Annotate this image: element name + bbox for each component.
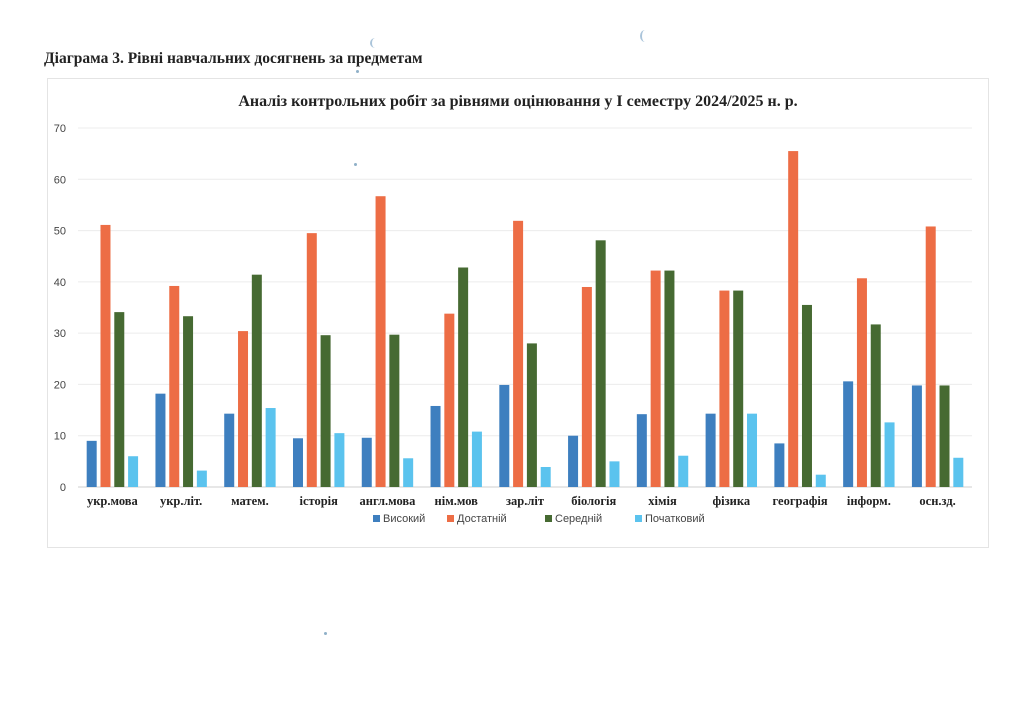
y-tick-label: 70 bbox=[54, 123, 66, 135]
bar bbox=[389, 334, 400, 487]
grid-layer bbox=[78, 127, 972, 488]
bar bbox=[636, 414, 647, 487]
bar bbox=[471, 431, 482, 487]
bar bbox=[595, 240, 606, 487]
bar bbox=[884, 422, 895, 487]
scan-speck bbox=[354, 163, 357, 166]
y-tick-label: 60 bbox=[54, 174, 66, 186]
chart-title: Аналіз контрольних робіт за рівнями оцін… bbox=[238, 93, 798, 110]
category-label: матем. bbox=[231, 494, 269, 508]
bar bbox=[953, 457, 964, 487]
bar bbox=[609, 461, 620, 487]
legend-label: Середній bbox=[555, 513, 602, 525]
diagram-heading: Діаграма 3. Рівні навчальних досягнень з… bbox=[44, 50, 423, 67]
bar bbox=[155, 393, 166, 487]
chart-frame bbox=[47, 78, 989, 548]
bar bbox=[540, 466, 551, 487]
bar bbox=[856, 278, 867, 487]
bar bbox=[581, 286, 592, 487]
bar bbox=[843, 381, 854, 487]
legend-label: Достатній bbox=[457, 513, 507, 525]
bar bbox=[568, 435, 579, 487]
bar bbox=[375, 196, 386, 487]
category-label: хімія bbox=[648, 494, 677, 508]
bar bbox=[650, 270, 661, 487]
category-label: укр.літ. bbox=[160, 494, 202, 508]
bar bbox=[733, 290, 744, 487]
category-label: фізика bbox=[712, 494, 750, 508]
bar bbox=[169, 285, 180, 487]
bar bbox=[499, 384, 510, 487]
legend-swatch bbox=[373, 515, 380, 522]
bar bbox=[196, 470, 207, 487]
bar bbox=[939, 385, 950, 487]
bar bbox=[183, 316, 194, 487]
scan-speck bbox=[370, 38, 380, 48]
y-tick-label: 0 bbox=[60, 482, 66, 494]
y-tick-label: 20 bbox=[54, 379, 66, 391]
y-tick-label: 30 bbox=[54, 328, 66, 340]
bar bbox=[430, 405, 441, 487]
bar bbox=[251, 274, 262, 487]
bar bbox=[238, 331, 249, 487]
bar bbox=[513, 220, 524, 487]
scan-speck bbox=[356, 70, 359, 73]
bar bbox=[444, 313, 455, 487]
bar bbox=[664, 270, 675, 487]
category-label: історія bbox=[299, 494, 338, 508]
category-label: англ.мова bbox=[360, 494, 417, 508]
bar bbox=[705, 413, 716, 487]
legend-label: Початковий bbox=[645, 513, 705, 525]
bar bbox=[403, 458, 414, 487]
bar bbox=[801, 304, 812, 487]
bar bbox=[815, 474, 826, 487]
bar bbox=[678, 455, 689, 487]
bar bbox=[306, 233, 317, 487]
bar bbox=[925, 226, 936, 487]
y-tick-label: 50 bbox=[54, 226, 66, 238]
legend-swatch bbox=[635, 515, 642, 522]
bar bbox=[747, 413, 758, 487]
bar bbox=[911, 385, 922, 487]
bar bbox=[265, 408, 276, 487]
bar bbox=[100, 224, 111, 487]
legend-swatch bbox=[545, 515, 552, 522]
y-tick-label: 10 bbox=[54, 431, 66, 443]
bar bbox=[458, 267, 469, 487]
y-tick-label: 40 bbox=[54, 277, 66, 289]
bar bbox=[361, 437, 372, 487]
category-label: нім.мов bbox=[435, 494, 479, 508]
bar bbox=[224, 413, 235, 487]
scan-speck bbox=[324, 632, 327, 635]
legend-label: Високий bbox=[383, 513, 425, 525]
bar bbox=[86, 440, 97, 487]
bar bbox=[870, 324, 881, 487]
labels-layer: 0 10 20 30 40 50 60 70 укр.мова укр.літ. матем. іст… bbox=[54, 123, 956, 508]
bar bbox=[526, 343, 537, 487]
bar bbox=[320, 335, 331, 487]
bar bbox=[128, 456, 139, 487]
bar bbox=[114, 312, 125, 487]
bar bbox=[774, 443, 785, 487]
category-label: географія bbox=[773, 494, 828, 508]
category-label: укр.мова bbox=[87, 494, 139, 508]
bars-layer bbox=[86, 151, 964, 488]
legend-swatch bbox=[447, 515, 454, 522]
category-label: зар.літ bbox=[506, 494, 544, 508]
legend-layer: Високий Достатній Середній Початковий bbox=[373, 513, 705, 525]
bar bbox=[719, 290, 730, 487]
scan-speck bbox=[640, 30, 650, 42]
bar bbox=[788, 151, 799, 488]
category-label: інформ. bbox=[847, 494, 891, 508]
category-label: осн.зд. bbox=[919, 494, 955, 508]
bar bbox=[334, 433, 345, 487]
bar bbox=[292, 438, 303, 487]
category-label: біологія bbox=[571, 494, 616, 508]
